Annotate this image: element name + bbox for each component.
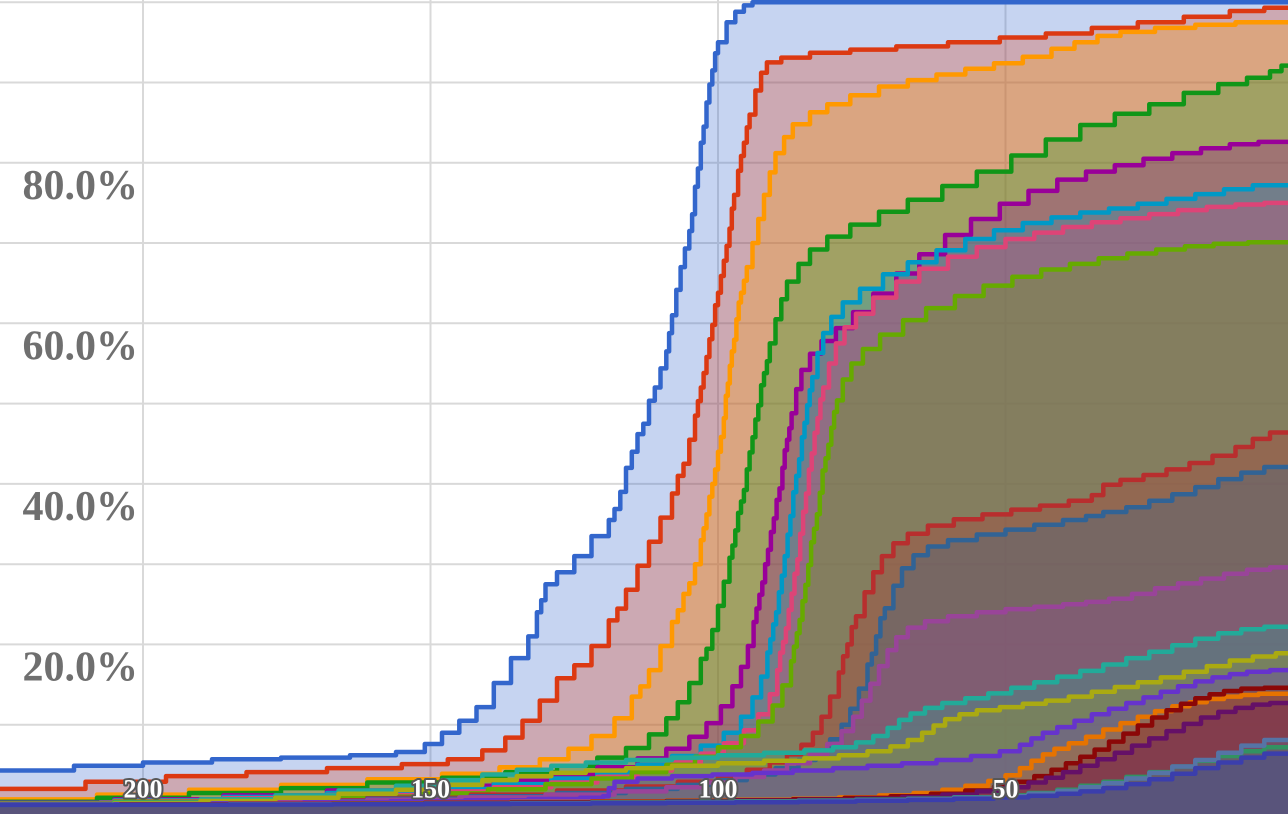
- line-series-13: [0, 651, 1288, 807]
- x-axis-label-50: 50: [993, 775, 1019, 804]
- area-series-07: [0, 202, 1288, 814]
- area-series-11: [0, 567, 1288, 814]
- line-series-14: [0, 667, 1288, 808]
- area-series-15: [0, 693, 1288, 814]
- y-axis-label-60: 60.0%: [23, 323, 139, 369]
- area-series-17: [0, 703, 1288, 814]
- line-series-12: [0, 624, 1288, 807]
- line-series-07: [0, 200, 1288, 806]
- y-axis-label-40: 40.0%: [23, 484, 139, 530]
- line-series-01: [0, 0, 1288, 773]
- line-series-09: [0, 430, 1288, 807]
- area-series-05: [0, 141, 1288, 814]
- line-series-04: [0, 63, 1288, 805]
- area-series-10: [0, 467, 1288, 814]
- area-series-14: [0, 670, 1288, 814]
- area-series-08: [0, 242, 1288, 814]
- area-series-04: [0, 65, 1288, 814]
- area-series-09: [0, 432, 1288, 814]
- line-series-11: [0, 565, 1288, 807]
- y-axis-label-20: 20.0%: [23, 644, 139, 690]
- area-series-13: [0, 653, 1288, 814]
- line-series-05: [0, 139, 1288, 805]
- line-series-08: [0, 239, 1288, 807]
- axis-labels: 80.0% 60.0% 40.0% 20.0% 200 150 100 50: [23, 163, 1021, 806]
- area-series-12: [0, 626, 1288, 814]
- y-axis-label-80: 80.0%: [23, 163, 139, 209]
- x-axis-label-200: 200: [124, 775, 163, 804]
- area-series-06: [0, 185, 1288, 814]
- area-series-16: [0, 687, 1288, 814]
- line-series-02: [0, 5, 1288, 792]
- x-axis-label-150: 150: [411, 775, 450, 804]
- x-axis-label-100: 100: [699, 775, 738, 804]
- line-series-20: [0, 751, 1288, 808]
- line-series-03: [0, 20, 1288, 802]
- area-series-02: [0, 7, 1288, 814]
